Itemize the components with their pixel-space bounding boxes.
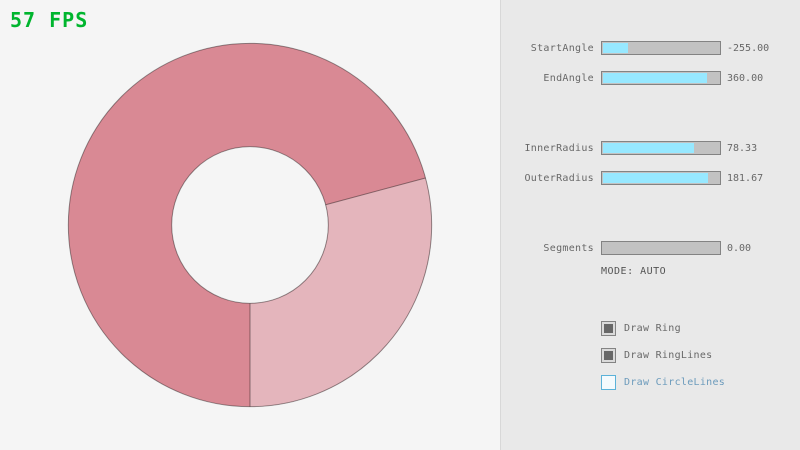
startangle-slider[interactable]	[601, 41, 721, 55]
startangle-label: StartAngle	[530, 43, 594, 54]
innerradius-row: InnerRadius 78.33	[501, 141, 800, 155]
draw-circlelines-row: Draw CircleLines	[501, 375, 800, 391]
controls-panel: StartAngle -255.00 EndAngle 360.00 Inner…	[500, 0, 800, 450]
endangle-slider[interactable]	[601, 71, 721, 85]
endangle-value: 360.00	[727, 73, 764, 84]
draw-ring-checkmark	[604, 324, 613, 333]
draw-circlelines-label: Draw CircleLines	[624, 377, 726, 388]
draw-ring-label: Draw Ring	[624, 323, 681, 334]
startangle-row: StartAngle -255.00	[501, 41, 800, 55]
outerradius-slider[interactable]	[601, 171, 721, 185]
ring-inner-line	[171, 146, 329, 304]
draw-circlelines-checkbox[interactable]	[601, 375, 616, 390]
innerradius-slider[interactable]	[601, 141, 721, 155]
draw-ring-row: Draw Ring	[501, 321, 800, 337]
outerradius-label: OuterRadius	[524, 173, 594, 184]
draw-ringlines-row: Draw RingLines	[501, 348, 800, 364]
ring-single-pass-sector	[250, 177, 432, 407]
outerradius-slider-fill	[603, 173, 708, 183]
innerradius-slider-fill	[603, 143, 694, 153]
draw-ringlines-label: Draw RingLines	[624, 350, 713, 361]
segments-mode-label: MODE: AUTO	[601, 266, 667, 277]
startangle-slider-fill	[603, 43, 628, 53]
segments-label: Segments	[543, 243, 594, 254]
drawing-canvas: 57 FPS	[10, 8, 433, 408]
draw-ringlines-checkbox[interactable]	[601, 348, 616, 363]
startangle-value: -255.00	[727, 43, 770, 54]
fps-counter: 57 FPS	[10, 8, 89, 32]
endangle-label: EndAngle	[543, 73, 594, 84]
ring-outer-line	[67, 42, 433, 408]
ring-graphic	[67, 42, 433, 408]
draw-ringlines-checkmark	[604, 351, 613, 360]
outerradius-value: 181.67	[727, 173, 764, 184]
innerradius-value: 78.33	[727, 143, 758, 154]
draw-ring-checkbox[interactable]	[601, 321, 616, 336]
outerradius-row: OuterRadius 181.67	[501, 171, 800, 185]
innerradius-label: InnerRadius	[524, 143, 594, 154]
ring-radial-line-upper	[325, 177, 426, 206]
endangle-row: EndAngle 360.00	[501, 71, 800, 85]
segments-slider[interactable]	[601, 241, 721, 255]
segments-row: Segments 0.00	[501, 241, 800, 255]
segments-value: 0.00	[727, 243, 752, 254]
endangle-slider-fill	[603, 73, 707, 83]
